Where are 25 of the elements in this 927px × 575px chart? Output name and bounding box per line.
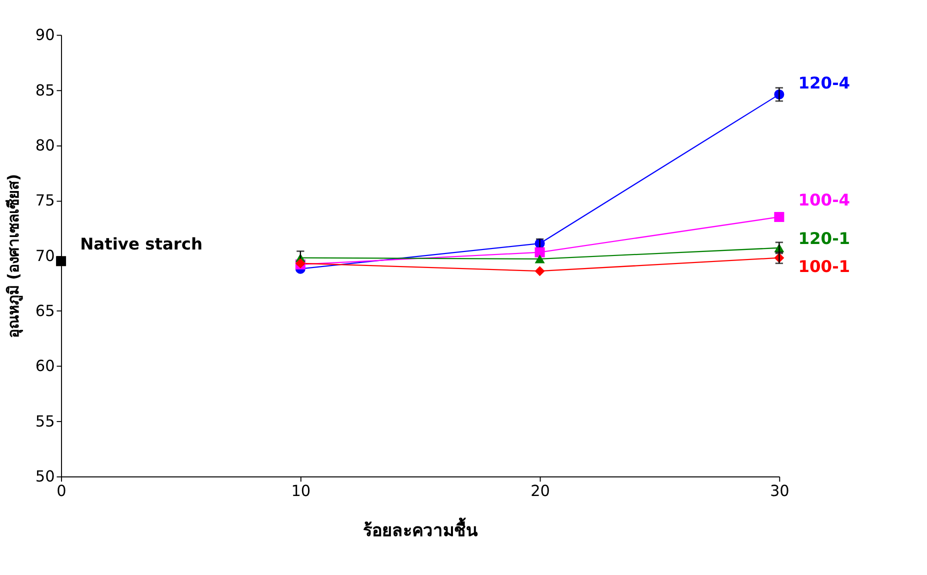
series-label: 120-1 — [798, 229, 850, 248]
point — [56, 256, 66, 266]
point — [534, 254, 545, 264]
y-tick-label: 80 — [35, 136, 55, 154]
x-tick-label: 10 — [291, 482, 311, 500]
point — [774, 212, 784, 222]
y-tick-label: 50 — [35, 468, 55, 486]
x-axis-title: ร้อยละความชื้น — [363, 517, 478, 541]
y-axis-title: อุณหภูมิ (องศาเซลเซียส) — [4, 174, 24, 338]
y-tick-label: 55 — [35, 412, 55, 430]
series-label: Native starch — [80, 234, 203, 254]
y-tick-label: 60 — [35, 357, 55, 376]
y-tick-label: 65 — [35, 302, 55, 320]
y-tick-label: 70 — [35, 246, 55, 265]
series-label: 100-1 — [798, 257, 850, 276]
point — [534, 247, 545, 258]
y-tick-label: 90 — [35, 26, 55, 44]
y-tick-label: 85 — [35, 81, 55, 100]
series-label: 100-4 — [798, 190, 850, 210]
x-tick-label: 0 — [56, 482, 66, 500]
x-tick-label: 20 — [530, 482, 550, 500]
series-label: 120-4 — [798, 74, 850, 93]
y-tick-label: 75 — [35, 192, 55, 210]
point — [534, 266, 545, 276]
x-tick-label: 30 — [770, 482, 790, 500]
